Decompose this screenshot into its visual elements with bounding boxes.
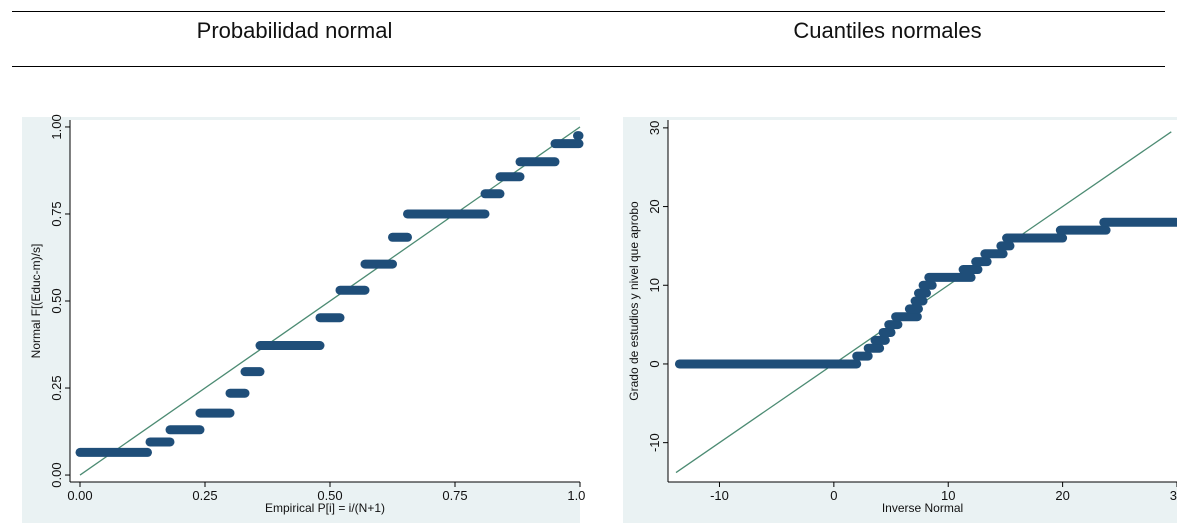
y-tick-label: 30 — [647, 121, 662, 135]
heading-probabilidad-normal: Probabilidad normal — [196, 18, 393, 43]
x-tick-label: 0.75 — [442, 488, 467, 503]
x-tick-label: -10 — [710, 488, 729, 503]
bottom-rule — [12, 66, 1165, 67]
y-tick-label: -10 — [647, 433, 662, 452]
y-tick-label: 0.50 — [49, 288, 64, 313]
y-tick-label: 10 — [647, 278, 662, 292]
x-tick-label: 0.50 — [317, 488, 342, 503]
reference-line — [79, 126, 581, 476]
x-axis-label: Empirical P[i] = i/(N+1) — [265, 501, 385, 515]
plot-region — [70, 120, 580, 482]
heading-cuantiles-normales: Cuantiles normales — [793, 18, 982, 43]
y-axis-label: Grado de estudios y nivel que aprobo — [627, 201, 641, 401]
quantile-plot-chart: -10 0 10 20 30 -10 0 10 20 30 Inverse Normal Grado … — [623, 117, 1177, 523]
top-rule — [12, 11, 1165, 12]
y-axis-label: Normal F[(Educ-m)/s] — [29, 244, 43, 359]
y-tick-label: 0.25 — [49, 375, 64, 400]
x-tick-label: 10 — [941, 488, 955, 503]
y-tick-label: 20 — [647, 199, 662, 213]
y-tick-label: 1.00 — [49, 114, 64, 139]
x-tick-label: 1.00 — [567, 488, 585, 503]
x-axis-label: Inverse Normal — [882, 501, 963, 515]
x-tick-label: 30 — [1170, 488, 1177, 503]
x-tick-label: 20 — [1055, 488, 1069, 503]
probability-plot-chart: 0.00 0.25 0.50 0.75 1.00 0.00 0.25 0.50 0.75 1.00… — [22, 114, 585, 523]
y-tick-label: 0.75 — [49, 201, 64, 226]
x-tick-label: 0 — [830, 488, 837, 503]
y-tick-label: 0.00 — [49, 462, 64, 487]
y-tick-label: 0 — [647, 360, 662, 367]
x-tick-label: 0.25 — [192, 488, 217, 503]
x-tick-label: 0.00 — [67, 488, 92, 503]
